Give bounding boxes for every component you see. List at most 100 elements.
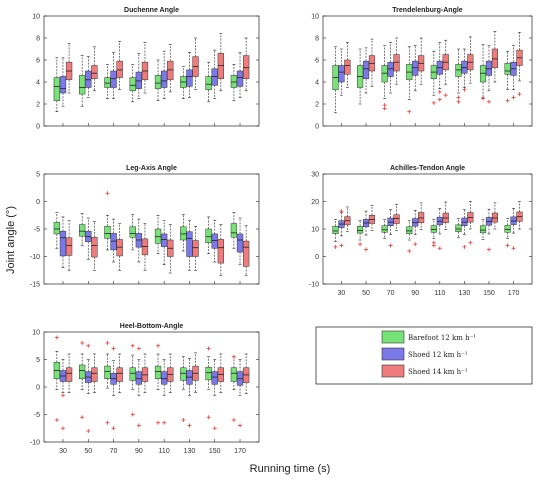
- y-tick-label: 0: [36, 385, 40, 392]
- box-barefoot-12: [479, 44, 487, 98]
- box-iqr: [393, 214, 400, 224]
- box-barefoot-12: [205, 216, 212, 255]
- box-shoed-12: [461, 48, 468, 88]
- box-shoed-12: [510, 208, 517, 234]
- outlier-marker: [162, 420, 167, 425]
- outlier-marker: [388, 243, 393, 248]
- box-barefoot-12: [504, 218, 511, 239]
- box-iqr: [160, 233, 168, 247]
- box-shoed-14: [91, 221, 98, 271]
- x-tick-label: 130: [459, 290, 471, 297]
- box-shoed-14: [167, 224, 174, 274]
- outlier-marker: [60, 393, 65, 398]
- box-barefoot-12: [205, 61, 212, 103]
- box-iqr: [357, 226, 364, 234]
- x-tick-label: 170: [234, 448, 246, 455]
- plot-area: [322, 15, 533, 127]
- box-shoed-12: [160, 220, 168, 266]
- box-barefoot-12: [154, 214, 162, 255]
- box-iqr: [230, 367, 238, 382]
- box-shoed-12: [211, 359, 218, 396]
- box-barefoot-12: [129, 214, 136, 251]
- box-iqr: [91, 237, 98, 258]
- box-iqr: [129, 367, 136, 381]
- outlier-marker: [364, 247, 369, 252]
- box-shoed-14: [467, 36, 474, 84]
- box-shoed-14: [344, 206, 351, 233]
- plot-area: [322, 173, 533, 285]
- box-shoed-12: [110, 360, 117, 396]
- chart-panel-1: Duchenne Angle 0 2 4 6 8 10: [32, 7, 260, 131]
- box-iqr: [65, 367, 73, 382]
- chart-panel-2: Trendelenburg-Angle 0 2 4 6 8 10: [311, 7, 533, 131]
- box-iqr: [230, 223, 238, 238]
- legend-swatch-shoed-14: [381, 364, 405, 378]
- outlier-marker: [431, 100, 436, 105]
- y-tick-label: -5: [34, 412, 40, 419]
- box-iqr: [180, 226, 187, 241]
- box-barefoot-12: [230, 356, 238, 391]
- plot-area: [43, 15, 260, 127]
- box-shoed-12: [85, 217, 92, 260]
- box-shoed-14: [418, 37, 425, 85]
- box-barefoot-12: [230, 212, 238, 249]
- box-shoed-12: [387, 209, 394, 235]
- outlier-marker: [111, 426, 116, 431]
- x-tick-label: 50: [84, 448, 92, 455]
- chart-title: Duchenne Angle: [124, 7, 179, 14]
- box-barefoot-12: [406, 220, 413, 241]
- box-shoed-14: [65, 43, 73, 94]
- box-barefoot-12: [455, 48, 462, 94]
- legend: Barefoot 12 km h⁻¹ Shoed 12 km h⁻¹ Shoed…: [315, 326, 533, 385]
- box-iqr: [332, 226, 339, 234]
- box-iqr: [491, 212, 498, 223]
- box-iqr: [192, 240, 199, 257]
- box-shoed-14: [91, 46, 98, 92]
- chart-panel-4: Achilles-Tendon Angle -10 0 10 20 30 30 50 70 90 1…: [309, 165, 533, 297]
- x-tick-label: 70: [387, 290, 395, 297]
- box-barefoot-12: [381, 219, 388, 239]
- box-iqr: [116, 60, 123, 78]
- box-shoed-12: [412, 210, 419, 235]
- outlier-marker: [486, 247, 491, 252]
- box-shoed-12: [412, 45, 419, 92]
- y-axis-label: Joint angle (°): [5, 206, 17, 274]
- box-shoed-14: [467, 201, 474, 230]
- box-iqr: [430, 225, 437, 233]
- box-shoed-12: [110, 218, 117, 263]
- outlier-marker: [54, 335, 59, 340]
- y-tick-label: 5: [36, 357, 40, 364]
- box-iqr: [479, 65, 487, 83]
- box-barefoot-12: [129, 64, 136, 103]
- outlier-marker: [517, 92, 522, 97]
- box-iqr: [362, 60, 370, 79]
- box-shoed-14: [368, 38, 376, 87]
- box-iqr: [242, 55, 250, 79]
- outlier-marker: [456, 95, 461, 100]
- outlier-marker: [462, 87, 467, 92]
- box-iqr: [381, 225, 388, 233]
- outlier-marker: [130, 412, 135, 417]
- box-shoed-14: [141, 42, 149, 94]
- box-shoed-12: [211, 219, 218, 263]
- box-iqr: [53, 77, 61, 101]
- box-iqr: [135, 371, 143, 385]
- box-barefoot-12: [230, 64, 238, 101]
- box-iqr: [104, 77, 111, 88]
- box-shoed-12: [485, 45, 493, 92]
- outlier-marker: [413, 242, 418, 247]
- y-tick-label: 8: [36, 36, 40, 43]
- outlier-marker: [231, 354, 236, 359]
- outlier-marker: [54, 418, 59, 422]
- outlier-marker: [407, 109, 412, 114]
- y-tick-label: -10: [309, 282, 319, 289]
- box-shoed-12: [135, 53, 143, 99]
- box-barefoot-12: [104, 353, 111, 389]
- legend-label-shoed-14: Shoed 14 km h⁻¹: [408, 368, 468, 376]
- box-shoed-12: [236, 217, 244, 266]
- y-tick-label: 0: [315, 124, 319, 131]
- outlier-marker: [511, 246, 516, 251]
- y-tick-label: -10: [30, 254, 40, 261]
- x-tick-label: 70: [110, 448, 118, 455]
